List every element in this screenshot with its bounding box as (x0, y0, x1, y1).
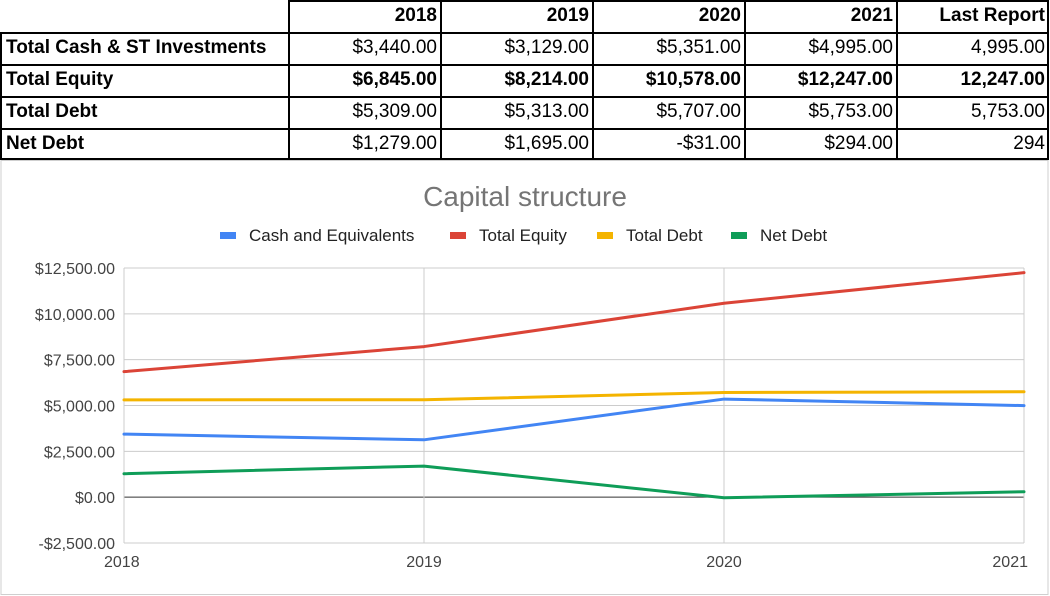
value-cell[interactable]: 294 (1013, 133, 1045, 154)
value-cell[interactable]: 4,995.00 (971, 37, 1045, 58)
y-tick-label: $7,500.00 (44, 353, 115, 370)
value-cell[interactable]: $3,129.00 (504, 37, 589, 58)
value-cell[interactable]: $5,707.00 (656, 101, 741, 122)
legend-swatch (597, 232, 613, 239)
header-cell[interactable]: 2021 (850, 5, 893, 26)
value-cell[interactable]: $8,214.00 (504, 69, 589, 90)
value-cell[interactable]: -$31.00 (676, 133, 741, 154)
value-cell[interactable]: $12,247.00 (797, 69, 893, 90)
legend-swatch (220, 232, 236, 239)
legend-label: Cash and Equivalents (249, 226, 414, 245)
table-column-border (896, 0, 898, 160)
value-cell[interactable]: $6,845.00 (352, 69, 437, 90)
series-line-cash-and-equivalents (122, 397, 1026, 442)
series-line-total-equity (122, 271, 1026, 374)
row-label-cell[interactable]: Total Cash & ST Investments (6, 37, 267, 58)
value-cell[interactable]: $5,309.00 (352, 101, 437, 122)
legend-label: Total Equity (479, 226, 567, 245)
x-tick-label: 2021 (992, 554, 1028, 571)
value-cell[interactable]: 12,247.00 (960, 69, 1045, 90)
chart-title: Capital structure (423, 181, 627, 212)
series-line-net-debt (122, 464, 1026, 500)
chart-background (0, 160, 1049, 595)
x-tick-label: 2020 (706, 554, 742, 571)
legend-label: Net Debt (760, 226, 827, 245)
table-row-border (0, 32, 1049, 34)
y-tick-label: $5,000.00 (44, 399, 115, 416)
value-cell[interactable]: $1,279.00 (352, 133, 437, 154)
data-table: 2018 2019 2020 2021 Last Report Total Cash & … (0, 0, 1049, 160)
table-column-border (440, 0, 442, 160)
value-cell[interactable]: $4,995.00 (808, 37, 893, 58)
value-cell[interactable]: $294.00 (824, 133, 893, 154)
table-column-border (744, 0, 746, 160)
header-cell[interactable]: 2018 (394, 5, 437, 26)
value-cell[interactable]: 5,753.00 (971, 101, 1045, 122)
x-tick-label: 2019 (406, 554, 442, 571)
table-column-border (0, 32, 2, 160)
header-cell[interactable]: 2020 (698, 5, 741, 26)
y-tick-label: $12,500.00 (35, 261, 115, 278)
table-row-border (288, 0, 1049, 2)
table-row-border (0, 128, 1049, 130)
row-label-cell[interactable]: Total Equity (6, 69, 114, 90)
table-column-border (592, 0, 594, 160)
value-cell[interactable]: $1,695.00 (504, 133, 589, 154)
table-row-border (0, 158, 1049, 160)
header-corner-cell[interactable] (0, 0, 288, 32)
y-tick-label: $0.00 (75, 490, 115, 507)
value-cell[interactable]: $5,351.00 (656, 37, 741, 58)
value-cell[interactable]: $5,753.00 (808, 101, 893, 122)
table-row-border (0, 64, 1049, 66)
header-cell[interactable]: 2019 (546, 5, 589, 26)
y-tick-label: $10,000.00 (35, 307, 115, 324)
value-cell[interactable]: $5,313.00 (504, 101, 589, 122)
series-line-total-debt (122, 390, 1026, 402)
table-column-border (1047, 0, 1049, 160)
legend-swatch (450, 232, 466, 239)
header-cell[interactable]: Last Report (939, 5, 1045, 26)
table-row-border (0, 96, 1049, 98)
legend-swatch (731, 232, 747, 239)
value-cell[interactable]: $3,440.00 (352, 37, 437, 58)
y-tick-label: $2,500.00 (44, 444, 115, 461)
x-tick-label: 2018 (104, 554, 140, 571)
capital-structure-chart[interactable]: Capital structure Cash and Equivalents Tot… (0, 160, 1050, 596)
table-column-border (288, 0, 290, 160)
y-tick-label: -$2,500.00 (38, 536, 115, 553)
row-label-cell[interactable]: Net Debt (6, 133, 85, 154)
value-cell[interactable]: $10,578.00 (645, 69, 741, 90)
row-label-cell[interactable]: Total Debt (6, 101, 98, 122)
legend-label: Total Debt (626, 226, 703, 245)
